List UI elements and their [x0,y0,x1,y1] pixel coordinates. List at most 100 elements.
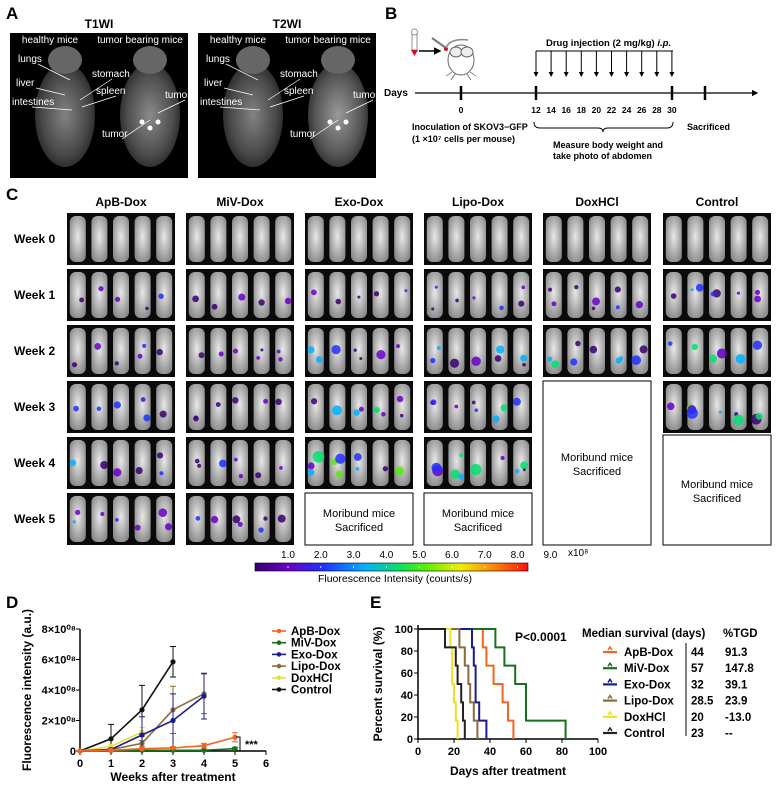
fluorescence-signal [454,404,459,409]
pointer-line [223,87,254,96]
legend-marker [607,661,613,667]
fluorescence-signal [79,297,85,303]
bioluminescence-image [424,269,532,321]
fluorescence-signal [431,307,435,311]
median-survival: 44 [691,647,704,659]
mouse-silhouette [307,272,324,318]
moribund-frame [542,380,652,546]
mouse-silhouette [253,216,270,262]
mouse-silhouette [470,384,486,430]
fluorescence-signal [98,286,104,292]
mouse-silhouette [491,440,508,486]
mouse-silhouette [589,272,605,318]
mouse-silhouette [134,440,151,486]
y-tick-label: 0 [70,746,76,758]
tumor-bearing-label: tumor bearing mice [97,35,183,46]
mouse-silhouette [329,216,346,262]
inoculation-line-1: Inoculation of SKOV3−GFP [412,122,528,132]
mouse-silhouette [610,216,627,262]
fluorescence-signal [143,414,151,422]
fluorescence-signal [197,463,202,468]
y-tick-label: 6×10⁰⁸ [42,655,76,667]
bioluminescence-image [305,325,413,377]
moribund-box: Moribund mice Sacrificed [662,434,772,546]
fluorescence-signal [514,468,520,474]
tumor-spot [147,125,153,131]
x-tick-label: 20 [448,746,460,758]
bioluminescence-image [186,381,294,433]
mouse-silhouette [210,216,227,262]
tumor-spot [343,119,349,125]
fluorescence-signal [284,297,292,305]
fluorescence-signal [357,295,361,299]
data-point [201,693,207,699]
bioluminescence-image [424,437,532,489]
x-tick-label: 4 [201,758,208,770]
fluorescence-signal [472,296,476,300]
organ-label-stomach: stomach [280,69,318,80]
x-axis-label: Weeks after treatment [110,770,235,784]
mouse-silhouette [156,496,173,542]
group-label: MiV-Dox [216,195,264,209]
legend-label: MiV-Dox [624,663,670,675]
day-label: 22 [607,105,617,115]
fluorescence-signal [355,466,360,471]
fluorescence-signal [258,299,265,306]
mouse-silhouette [275,440,292,486]
bioluminescence-image [67,437,175,489]
mouse-silhouette [113,496,129,542]
day-label: 24 [622,105,632,115]
colorbar-tick: 7.0 [478,550,492,561]
mouse-silhouette [232,384,248,430]
fluorescence-signal [218,351,224,357]
survival-curve-miv-dox [418,628,567,739]
mouse-silhouette [632,272,649,318]
data-point [77,748,83,754]
bioluminescence-image [663,269,771,321]
fluorescence-signal [75,509,81,516]
fluorescence-signal [353,409,360,416]
moribund-frame [304,492,414,546]
median-survival-header: Median survival (days) [582,628,706,640]
fluorescence-signal [193,415,199,422]
fluorescence-signal [471,356,481,366]
fluorescence-signal [710,291,716,297]
mouse-silhouette [69,328,86,374]
pointer-line [225,63,259,81]
mouse-silhouette [687,328,704,374]
fluorescence-signal [194,458,200,464]
mouse-head-scan [48,46,82,74]
day-label: 18 [577,105,587,115]
fluorescence-signal [755,289,761,295]
week-label: Week 1 [14,288,55,302]
mouse-silhouette [513,216,530,262]
fluorescence-signal [458,473,464,480]
bioluminescence-image [67,381,175,433]
mouse-silhouette [134,328,151,374]
legend-label: MiV-Dox [291,638,337,650]
mouse-silhouette [426,216,443,262]
colorbar-tick: 8.0 [511,550,525,561]
survival-curve-lipo-dox [418,628,479,739]
x-tick-label: 100 [589,746,607,758]
data-point [139,746,145,752]
mouse-body-scan [223,63,283,167]
mouse-silhouette [253,384,270,430]
mouse-silhouette [351,440,367,486]
moribund-text: Moribund mice [442,508,514,520]
mouse-silhouette [567,216,584,262]
bioluminescence-image [663,213,771,265]
fluorescence-signal [522,468,526,472]
bioluminescence-image [186,493,294,545]
survival-curve-apb-dox [418,628,515,739]
tgd-header: %TGD [723,628,758,640]
fluorescence-signal [159,410,167,418]
x-tick-label: 0 [77,758,83,770]
fluorescence-signal [686,407,698,419]
mouse-silhouette [351,328,367,374]
mouse-body-scan [308,63,368,167]
fluorescence-signal [570,358,578,366]
fluorescence-signal [430,357,436,364]
fluorescence-signal [114,296,121,302]
x-tick-label: 60 [520,746,532,758]
